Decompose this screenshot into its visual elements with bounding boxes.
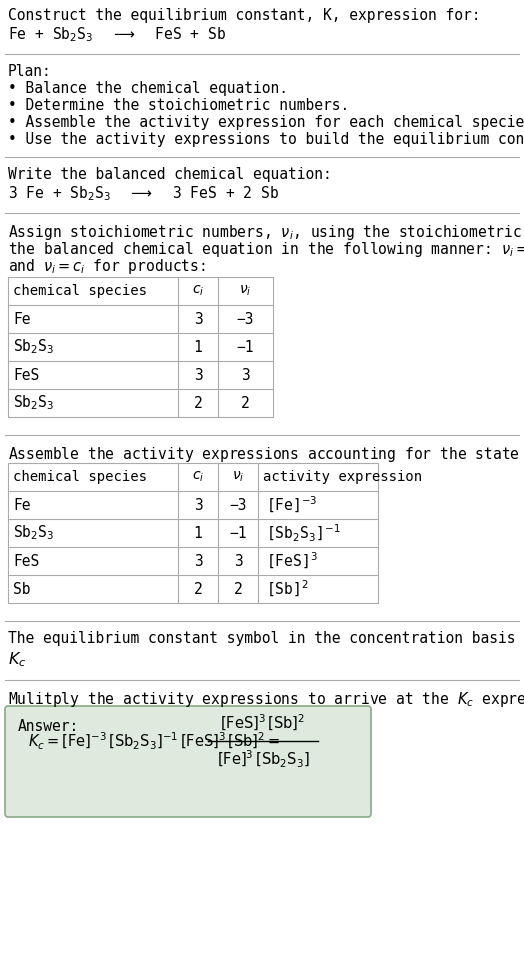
Text: Fe: Fe bbox=[13, 498, 30, 513]
Text: Plan:: Plan: bbox=[8, 64, 52, 79]
Text: 3: 3 bbox=[241, 367, 249, 383]
Text: The equilibrium constant symbol in the concentration basis is:: The equilibrium constant symbol in the c… bbox=[8, 631, 524, 646]
Text: Sb$_2$S$_3$: Sb$_2$S$_3$ bbox=[13, 338, 54, 356]
Text: Mulitply the activity expressions to arrive at the $K_c$ expression:: Mulitply the activity expressions to arr… bbox=[8, 690, 524, 709]
Text: $c_i$: $c_i$ bbox=[192, 470, 204, 484]
Text: Sb$_2$S$_3$: Sb$_2$S$_3$ bbox=[13, 523, 54, 543]
Text: 3: 3 bbox=[234, 553, 243, 568]
Text: −1: −1 bbox=[236, 340, 254, 354]
Text: 3: 3 bbox=[194, 367, 202, 383]
Text: 2: 2 bbox=[194, 582, 202, 596]
Text: FeS: FeS bbox=[13, 553, 39, 568]
Text: 3 Fe + Sb$_2$S$_3$  $\longrightarrow$  3 FeS + 2 Sb: 3 Fe + Sb$_2$S$_3$ $\longrightarrow$ 3 F… bbox=[8, 184, 279, 203]
Text: Assemble the activity expressions accounting for the state of matter and $\nu_i$: Assemble the activity expressions accoun… bbox=[8, 445, 524, 464]
Text: 2: 2 bbox=[241, 395, 249, 411]
Text: Sb$_2$S$_3$: Sb$_2$S$_3$ bbox=[13, 393, 54, 412]
Text: [Sb$_2$S$_3$]$^{-1}$: [Sb$_2$S$_3$]$^{-1}$ bbox=[266, 523, 341, 544]
Text: FeS: FeS bbox=[13, 367, 39, 383]
Text: [FeS]$^3$: [FeS]$^3$ bbox=[266, 551, 318, 571]
FancyBboxPatch shape bbox=[5, 706, 371, 817]
Text: [Sb]$^2$: [Sb]$^2$ bbox=[266, 579, 309, 599]
Text: −1: −1 bbox=[230, 525, 247, 541]
Text: activity expression: activity expression bbox=[263, 470, 422, 484]
Bar bbox=[8, 463, 378, 603]
Text: $c_i$: $c_i$ bbox=[192, 284, 204, 299]
Text: and $\nu_i = c_i$ for products:: and $\nu_i = c_i$ for products: bbox=[8, 257, 206, 276]
Text: the balanced chemical equation in the following manner: $\nu_i = -c_i$ for react: the balanced chemical equation in the fo… bbox=[8, 240, 524, 259]
Text: 2: 2 bbox=[194, 395, 202, 411]
Text: 1: 1 bbox=[194, 525, 202, 541]
Text: Fe + Sb$_2$S$_3$  $\longrightarrow$  FeS + Sb: Fe + Sb$_2$S$_3$ $\longrightarrow$ FeS +… bbox=[8, 25, 226, 44]
Text: 3: 3 bbox=[194, 553, 202, 568]
Text: Construct the equilibrium constant, K, expression for:: Construct the equilibrium constant, K, e… bbox=[8, 8, 481, 23]
Text: [Fe]$^{-3}$: [Fe]$^{-3}$ bbox=[266, 495, 318, 515]
Text: −3: −3 bbox=[230, 498, 247, 513]
Text: Answer:: Answer: bbox=[18, 719, 79, 734]
Text: Sb: Sb bbox=[13, 582, 30, 596]
Text: • Assemble the activity expression for each chemical species.: • Assemble the activity expression for e… bbox=[8, 115, 524, 130]
Text: $[\mathrm{FeS}]^3\,[\mathrm{Sb}]^2$: $[\mathrm{FeS}]^3\,[\mathrm{Sb}]^2$ bbox=[221, 713, 305, 733]
Text: • Determine the stoichiometric numbers.: • Determine the stoichiometric numbers. bbox=[8, 98, 350, 113]
Text: • Use the activity expressions to build the equilibrium constant expression.: • Use the activity expressions to build … bbox=[8, 132, 524, 147]
Text: $\nu_i$: $\nu_i$ bbox=[239, 284, 251, 299]
Text: $\nu_i$: $\nu_i$ bbox=[232, 470, 244, 484]
Text: $[\mathrm{Fe}]^3\,[\mathrm{Sb_2S_3}]$: $[\mathrm{Fe}]^3\,[\mathrm{Sb_2S_3}]$ bbox=[217, 748, 309, 769]
Text: −3: −3 bbox=[236, 311, 254, 326]
Text: • Balance the chemical equation.: • Balance the chemical equation. bbox=[8, 81, 288, 96]
Text: $K_c = [\mathrm{Fe}]^{-3}\,[\mathrm{Sb_2S_3}]^{-1}\,[\mathrm{FeS}]^3\,[\mathrm{S: $K_c = [\mathrm{Fe}]^{-3}\,[\mathrm{Sb_2… bbox=[28, 730, 280, 751]
Text: 3: 3 bbox=[194, 311, 202, 326]
Text: chemical species: chemical species bbox=[13, 284, 147, 298]
Text: 2: 2 bbox=[234, 582, 243, 596]
Text: Write the balanced chemical equation:: Write the balanced chemical equation: bbox=[8, 167, 332, 182]
Text: 3: 3 bbox=[194, 498, 202, 513]
Text: 1: 1 bbox=[194, 340, 202, 354]
Text: $K_c$: $K_c$ bbox=[8, 650, 26, 669]
Text: Assign stoichiometric numbers, $\nu_i$, using the stoichiometric coefficients, $: Assign stoichiometric numbers, $\nu_i$, … bbox=[8, 223, 524, 242]
Text: Fe: Fe bbox=[13, 311, 30, 326]
Bar bbox=[8, 277, 273, 417]
Text: chemical species: chemical species bbox=[13, 470, 147, 484]
